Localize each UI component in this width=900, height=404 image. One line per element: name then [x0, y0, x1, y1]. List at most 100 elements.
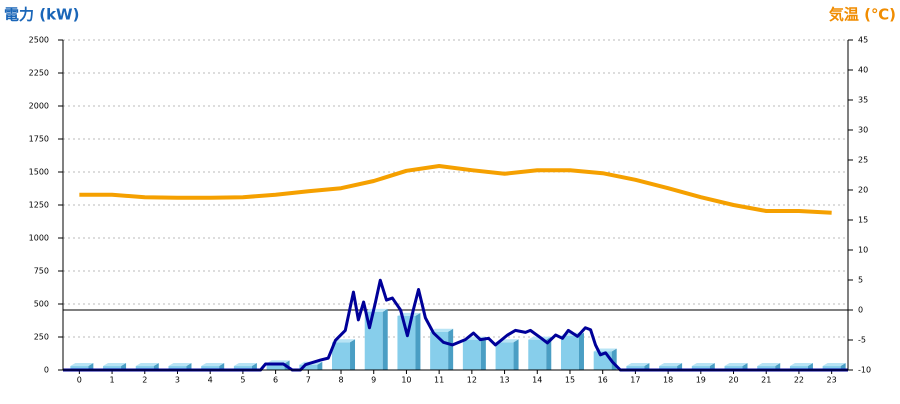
y2-tick-label: 45	[858, 36, 868, 45]
y2-tick-label: -5	[858, 336, 866, 345]
x-tick-label: 4	[208, 376, 213, 385]
bar-side	[448, 328, 454, 370]
bar	[495, 342, 514, 370]
bar-side	[415, 312, 421, 370]
x-tick-label: 21	[761, 376, 771, 385]
x-tick-label: 3	[175, 376, 180, 385]
bar	[299, 364, 318, 370]
bar	[757, 366, 776, 370]
y-tick-label: 750	[34, 267, 49, 276]
y-tick-label: 1750	[29, 135, 49, 144]
bar-side	[546, 336, 552, 370]
y2-tick-label: -10	[858, 366, 871, 375]
y-tick-label: 1250	[29, 201, 49, 210]
x-tick-label: 20	[728, 376, 738, 385]
x-tick-label: 5	[240, 376, 245, 385]
bar	[332, 342, 351, 370]
y2-title: 気温 (℃)	[829, 6, 896, 24]
x-tick-label: 8	[338, 376, 343, 385]
bar	[266, 363, 285, 370]
bar-top	[626, 363, 650, 367]
bar-side	[88, 363, 94, 370]
bar-side	[382, 308, 388, 370]
bar-side	[480, 336, 486, 370]
y2-tick-label: 15	[858, 216, 868, 225]
x-tick-label: 23	[827, 376, 837, 385]
y-tick-label: 2000	[29, 102, 49, 111]
x-tick-label: 11	[434, 376, 444, 385]
y-tick-label: 1500	[29, 168, 49, 177]
bar	[528, 339, 547, 370]
bar	[397, 315, 416, 370]
y-tick-label: 1000	[29, 234, 49, 243]
bar	[724, 366, 743, 370]
bar-side	[742, 363, 748, 370]
bar	[626, 366, 645, 370]
y2-tick-label: 0	[858, 306, 863, 315]
bar-top	[103, 363, 127, 367]
bar	[233, 366, 252, 370]
bar-top	[691, 363, 715, 367]
bar	[103, 366, 122, 370]
x-tick-label: 7	[306, 376, 311, 385]
bar-side	[121, 363, 127, 370]
bar-top	[201, 363, 225, 367]
x-tick-label: 10	[401, 376, 411, 385]
bar-side	[578, 332, 584, 370]
bar-side	[807, 363, 813, 370]
y-tick-label: 500	[34, 300, 49, 309]
x-tick-label: 14	[532, 376, 542, 385]
y2-tick-label: 10	[858, 246, 868, 255]
bar	[462, 339, 481, 370]
y-tick-label: 2250	[29, 69, 49, 78]
x-tick-label: 13	[499, 376, 509, 385]
bar-top	[135, 363, 159, 367]
bar-side	[251, 363, 257, 370]
bar	[822, 366, 841, 370]
y-tick-label: 2500	[29, 36, 49, 45]
bar	[659, 366, 678, 370]
x-tick-label: 22	[794, 376, 804, 385]
bar	[560, 335, 579, 370]
bar-side	[219, 363, 225, 370]
bar-side	[644, 363, 650, 370]
y-title: 電力 (kW)	[4, 6, 79, 24]
x-tick-label: 2	[142, 376, 147, 385]
x-tick-label: 6	[273, 376, 278, 385]
x-tick-label: 17	[630, 376, 640, 385]
x-tick-label: 18	[663, 376, 673, 385]
bar-side	[186, 363, 192, 370]
x-tick-label: 19	[696, 376, 706, 385]
x-tick-label: 15	[565, 376, 575, 385]
bar-side	[840, 363, 846, 370]
bar-top	[364, 308, 388, 312]
x-tick-label: 9	[371, 376, 376, 385]
x-tick-label: 0	[77, 376, 82, 385]
bar-top	[757, 363, 781, 367]
line	[79, 164, 832, 215]
bar	[135, 366, 154, 370]
y-tick-label: 250	[34, 333, 49, 342]
bar-top	[659, 363, 683, 367]
x-tick-label: 12	[467, 376, 477, 385]
y2-tick-label: 40	[858, 66, 868, 75]
bar-top	[822, 363, 846, 367]
bar	[201, 366, 220, 370]
y2-tick-label: 35	[858, 96, 868, 105]
line	[63, 278, 848, 372]
bar-top	[70, 363, 94, 367]
x-tick-label: 1	[110, 376, 115, 385]
bar-top	[789, 363, 813, 367]
bar-side	[513, 339, 519, 370]
bar	[789, 366, 808, 370]
bar-side	[775, 363, 781, 370]
y2-tick-label: 5	[858, 276, 863, 285]
bar	[168, 366, 187, 370]
bar-side	[677, 363, 683, 370]
y2-tick-label: 25	[858, 156, 868, 165]
bar	[70, 366, 89, 370]
bar-top	[233, 363, 257, 367]
bar-side	[350, 339, 356, 370]
bar-top	[724, 363, 748, 367]
